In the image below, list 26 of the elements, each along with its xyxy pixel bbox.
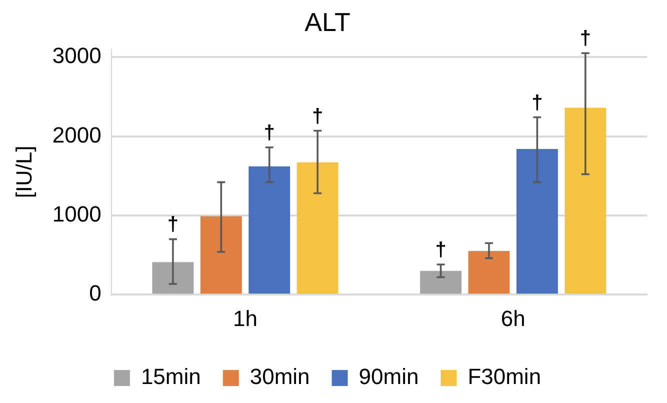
bar [420, 270, 462, 294]
legend-label: F30min [468, 364, 542, 390]
x-tick-label: 1h [233, 306, 258, 331]
x-tick-label: 6h [500, 306, 526, 331]
data-label: † [580, 28, 591, 50]
bar [516, 148, 558, 294]
bar [248, 166, 290, 294]
y-tick-label: 2000 [52, 122, 102, 148]
bar [296, 162, 338, 294]
chart-title: ALT [304, 6, 350, 37]
data-label: † [532, 92, 543, 114]
bar [564, 108, 606, 294]
data-label: † [264, 122, 275, 144]
data-label: † [167, 214, 179, 236]
y-tick-label: 0 [89, 280, 102, 306]
y-tick-label: 3000 [52, 43, 102, 68]
y-axis-title: [IU/L] [11, 146, 36, 198]
legend-label: 90min [358, 364, 419, 390]
data-label: † [312, 105, 324, 128]
legend-label: 15min [140, 364, 201, 390]
bar [468, 251, 510, 294]
data-label: † [435, 239, 446, 262]
bar [152, 262, 194, 294]
y-tick-label: 1000 [52, 202, 102, 226]
bar [200, 216, 242, 294]
legend-label: 30min [250, 364, 310, 390]
